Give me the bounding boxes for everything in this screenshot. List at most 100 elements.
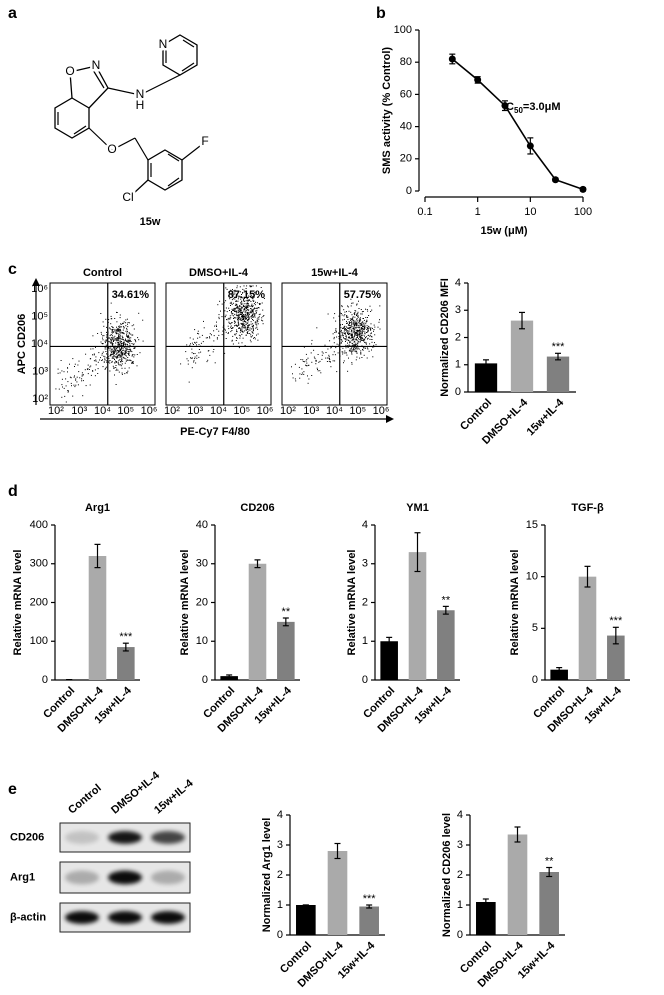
dot xyxy=(344,338,346,340)
chart-title: YM1 xyxy=(406,502,429,514)
dot xyxy=(251,325,253,327)
dot xyxy=(238,347,240,349)
dot xyxy=(253,296,255,298)
y-tick-label: 1 xyxy=(455,359,461,371)
dot xyxy=(227,317,229,319)
dot xyxy=(241,312,243,314)
dot xyxy=(119,358,121,360)
dot xyxy=(248,315,250,317)
dot xyxy=(236,304,238,306)
dot xyxy=(370,311,372,312)
dot xyxy=(116,361,117,363)
dot xyxy=(357,331,359,333)
dot xyxy=(125,352,127,354)
dot xyxy=(368,350,370,352)
dot xyxy=(357,342,359,344)
dot xyxy=(105,339,107,341)
dot xyxy=(259,304,261,305)
dot xyxy=(354,312,356,313)
flow-x-tick-label: 10⁴ xyxy=(326,405,343,417)
x-tick-label: 0.1 xyxy=(417,206,432,218)
dot xyxy=(303,373,305,375)
dot xyxy=(108,356,110,358)
dot xyxy=(126,329,128,331)
dot xyxy=(366,320,368,322)
dot xyxy=(124,351,126,353)
dot xyxy=(252,305,254,307)
dot xyxy=(347,316,349,318)
flow-percent: 34.61% xyxy=(112,289,150,301)
dot xyxy=(104,342,106,344)
dot xyxy=(349,328,351,330)
dot xyxy=(255,301,256,303)
dot xyxy=(348,330,350,332)
dot xyxy=(239,310,241,312)
dot xyxy=(233,308,235,310)
dot xyxy=(359,318,361,320)
dot xyxy=(254,321,256,323)
dot xyxy=(355,332,357,334)
dot xyxy=(122,338,124,340)
dot xyxy=(232,302,234,304)
dot xyxy=(359,323,361,325)
dot xyxy=(193,353,194,355)
dot xyxy=(104,340,106,342)
dot xyxy=(245,307,247,309)
dot xyxy=(69,376,71,378)
dot xyxy=(114,360,116,362)
dot xyxy=(359,318,361,320)
dot xyxy=(118,347,120,349)
dot xyxy=(326,361,328,362)
dot xyxy=(360,322,362,324)
dot xyxy=(127,351,129,352)
dot xyxy=(254,292,256,294)
dot xyxy=(241,328,243,330)
dot xyxy=(114,329,116,331)
dot xyxy=(363,328,365,330)
x-tick-label: 10 xyxy=(524,206,536,218)
flow-y-tick-label: 10⁵ xyxy=(31,310,48,322)
dot xyxy=(354,310,356,312)
dot xyxy=(253,337,254,339)
dot xyxy=(328,356,330,358)
dot xyxy=(81,375,83,377)
dot xyxy=(358,348,360,350)
dot xyxy=(354,335,356,337)
dot xyxy=(255,313,257,314)
dot xyxy=(65,378,67,380)
dot xyxy=(317,370,319,372)
dot xyxy=(118,364,120,366)
dot xyxy=(241,333,243,335)
dot xyxy=(343,338,345,339)
dot xyxy=(236,287,238,289)
dot xyxy=(343,315,345,317)
dot xyxy=(118,337,120,339)
y-tick-label: 40 xyxy=(400,121,412,133)
dot xyxy=(116,356,118,358)
bar xyxy=(550,669,568,680)
dot xyxy=(229,298,231,300)
dot xyxy=(253,308,255,310)
dot xyxy=(349,324,350,326)
dot xyxy=(123,333,125,335)
dot xyxy=(360,327,362,329)
dot xyxy=(244,314,246,316)
dot xyxy=(360,313,362,315)
dot xyxy=(67,381,69,383)
dot xyxy=(359,331,361,332)
dot xyxy=(250,286,252,288)
dot xyxy=(121,353,123,355)
dot xyxy=(340,313,342,314)
dot xyxy=(332,360,334,362)
dot xyxy=(234,304,236,306)
dot xyxy=(245,328,247,330)
flow-x-tick-label: 10² xyxy=(164,405,180,417)
dot xyxy=(230,323,231,325)
dot xyxy=(355,347,357,349)
dot xyxy=(225,338,227,339)
dot xyxy=(346,330,348,332)
y-tick-label: 0 xyxy=(457,929,463,941)
dot xyxy=(115,328,117,330)
dot xyxy=(368,325,370,327)
dot xyxy=(244,327,246,329)
